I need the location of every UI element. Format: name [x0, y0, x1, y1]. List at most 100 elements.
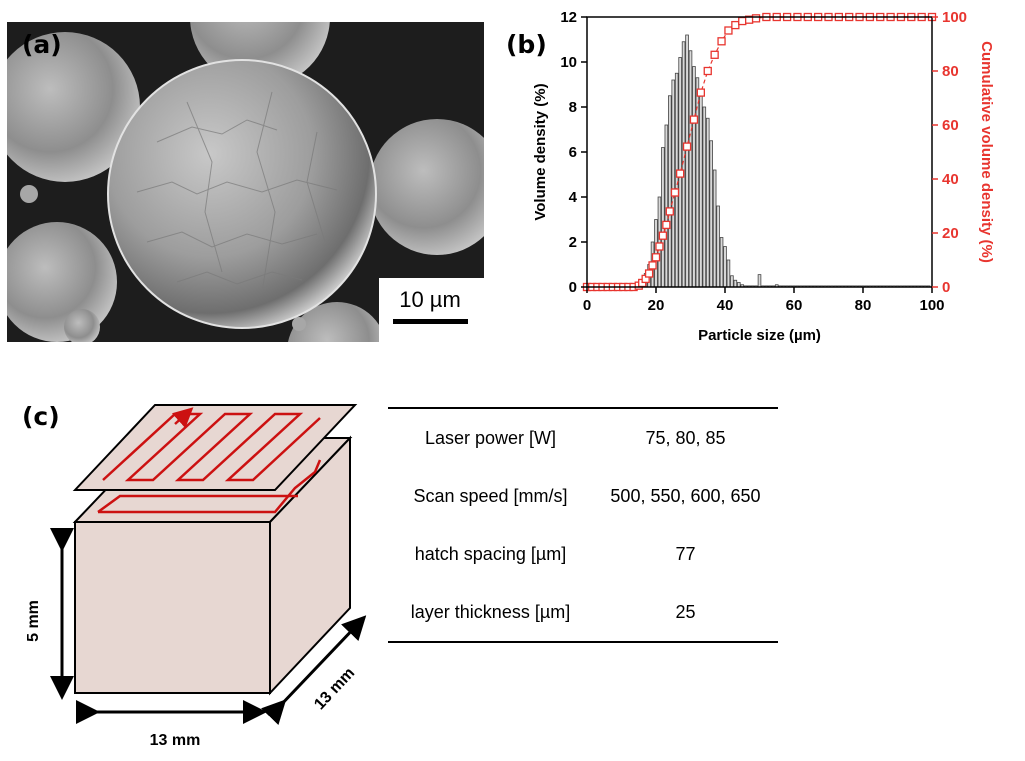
cumulative-point [644, 269, 654, 278]
scale-bar [393, 319, 468, 324]
param-label: Laser power [W] [424, 427, 557, 448]
param-label: layer thickness [µm] [410, 601, 571, 622]
cumulative-point [689, 115, 699, 124]
table-row: hatch spacing [µm] 77 [388, 525, 778, 583]
y2-axis-label: Cumulative volume density (%) [978, 41, 995, 263]
width-label: 13 mm [150, 732, 201, 749]
cube-front-face [74, 521, 271, 694]
cumulative-point [731, 20, 740, 30]
x-tick-label: 0 [583, 297, 591, 314]
sem-micrograph: 10 µm [7, 22, 484, 342]
histogram-bar [726, 259, 731, 288]
cumulative-line [587, 16, 932, 288]
sem-particle [7, 32, 140, 182]
histogram-bar [716, 205, 720, 288]
cumulative-point [665, 207, 674, 216]
table-row: Laser power [W] 75, 80, 85 [388, 409, 778, 467]
y2-tick-label: 80 [942, 63, 959, 80]
y2-tick-label: 60 [942, 117, 959, 134]
particle-size-chart: 0 20 40 60 80 100 0 2 4 6 8 10 12 0 20 40 60 80 100 Part… [532, 9, 995, 344]
sem-particle [292, 317, 306, 331]
scan-path-lower [97, 494, 298, 514]
histogram-bar [664, 124, 669, 288]
histogram-bar [671, 79, 676, 288]
histogram-bar [723, 246, 727, 288]
x-tick-label: 20 [648, 297, 665, 314]
sample-cube-diagram: 5 mm 13 mm 13 mm [25, 404, 367, 749]
sem-particle [20, 185, 38, 203]
depth-arrow [261, 615, 367, 725]
y-axis-label: Volume density (%) [532, 83, 549, 220]
y-tick-label: 0 [569, 279, 577, 296]
histogram-bar [702, 106, 707, 288]
y-tick-label: 10 [560, 54, 577, 71]
histogram-bar [705, 117, 710, 288]
cumulative-point [670, 188, 680, 197]
y-tick-label: 12 [560, 9, 577, 26]
cumulative-point [658, 231, 668, 240]
cumulative-point [648, 261, 657, 270]
y-tick-label: 4 [569, 189, 578, 206]
process-parameters-table: Laser power [W] 75, 80, 85 Scan speed [m… [388, 407, 778, 643]
histogram-bar [688, 50, 693, 288]
cumulative-point [696, 88, 706, 97]
y2-tick-label: 100 [942, 9, 967, 26]
sem-particle [64, 309, 100, 342]
table-row: Scan speed [mm/s] 500, 550, 600, 650 [388, 467, 778, 525]
panel-b-label: (b) [506, 30, 547, 59]
histogram-bar [685, 34, 689, 288]
y-tick-label: 2 [569, 234, 577, 251]
param-label: Scan speed [mm/s] [413, 485, 568, 506]
scan-direction-arrow [171, 407, 194, 429]
scan-path-lower [98, 459, 322, 514]
y2-tick-label: 0 [942, 279, 950, 296]
histogram-bar [668, 95, 672, 288]
param-value: 77 [675, 543, 696, 564]
cumulative-point [710, 50, 719, 59]
x-axis-label: Particle size (µm) [698, 327, 821, 344]
cumulative-point [682, 142, 692, 151]
height-label: 5 mm [25, 600, 42, 642]
param-value: 75, 80, 85 [645, 427, 726, 448]
histogram-bar [661, 147, 665, 288]
scale-bar-box [379, 278, 484, 342]
table-row: layer thickness [µm] 25 [388, 583, 778, 641]
y2-tick-label: 40 [942, 171, 959, 188]
histogram-bar [674, 72, 679, 288]
histogram-bar [699, 88, 703, 288]
y-tick-label: 8 [569, 99, 577, 116]
histogram-bar [692, 66, 696, 288]
histogram-bar [719, 237, 724, 288]
cumulative-point [675, 169, 685, 178]
histogram-bar [709, 140, 713, 288]
cumulative-point [717, 37, 726, 46]
cumulative-point [655, 242, 664, 251]
sem-particle [369, 119, 484, 255]
depth-label: 13 mm [311, 665, 358, 714]
x-tick-label: 60 [786, 297, 803, 314]
histogram-bar [712, 169, 717, 288]
histogram-bar [730, 275, 734, 288]
param-label: hatch spacing [µm] [414, 543, 567, 564]
panel-a-label: (a) [22, 30, 62, 59]
cumulative-point [751, 14, 761, 23]
histogram-bar [757, 274, 762, 288]
param-value: 500, 550, 600, 650 [610, 485, 761, 506]
param-value: 25 [675, 601, 696, 622]
x-tick-label: 100 [919, 297, 944, 314]
y-tick-label: 6 [569, 144, 577, 161]
sem-main-particle [107, 59, 377, 329]
histogram-bar [733, 279, 738, 288]
panel-c-label: (c) [22, 402, 60, 431]
cumulative-point [651, 253, 661, 262]
x-tick-label: 40 [717, 297, 734, 314]
scale-bar-label: 10 µm [399, 287, 461, 312]
cumulative-point [724, 26, 733, 35]
y2-tick-label: 20 [942, 225, 959, 242]
cumulative-point [738, 16, 747, 26]
x-tick-label: 80 [855, 297, 872, 314]
plot-frame [586, 16, 933, 288]
cumulative-point [703, 66, 712, 76]
cumulative-point [662, 220, 671, 230]
sem-particle [288, 302, 386, 342]
